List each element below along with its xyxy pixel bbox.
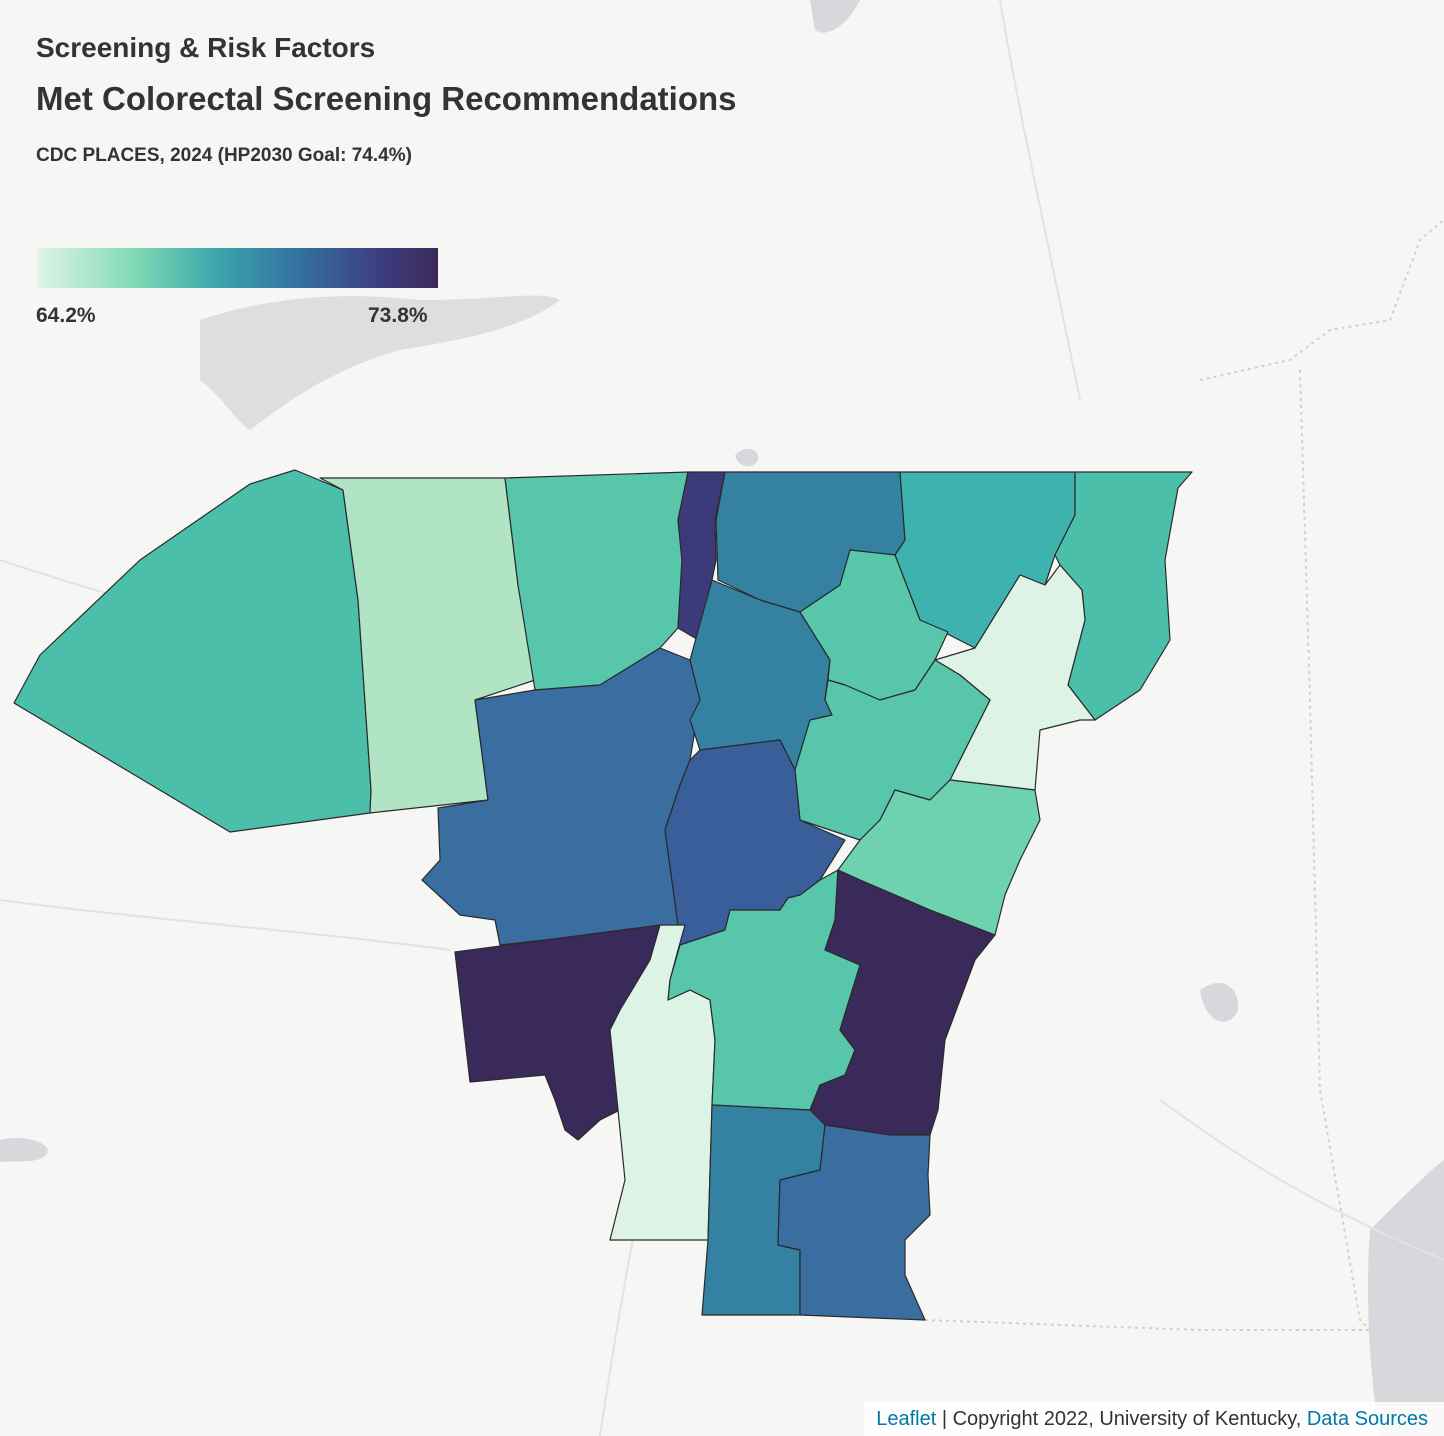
county-southeast-blue[interactable]: [777, 1124, 931, 1321]
legend-min-label: 64.2%: [36, 304, 96, 327]
legend-color-bar: [38, 248, 438, 288]
map-subtitle: CDC PLACES, 2024 (HP2030 Goal: 74.4%): [36, 145, 412, 166]
county-layer: [13, 469, 1193, 1321]
map-title: Met Colorectal Screening Recommendations: [36, 80, 737, 117]
attribution-copyright: Copyright 2022, University of Kentucky,: [952, 1408, 1307, 1430]
data-sources-link[interactable]: Data Sources: [1306, 1408, 1428, 1430]
legend-max-label: 73.8%: [368, 304, 428, 327]
section-title: Screening & Risk Factors: [36, 32, 376, 63]
county-far-west[interactable]: [13, 469, 372, 833]
attribution-separator: |: [936, 1408, 953, 1430]
state-boundaries: [924, 219, 1444, 1331]
leaflet-link[interactable]: Leaflet: [876, 1408, 937, 1430]
map-attribution: Leaflet | Copyright 2022, University of …: [864, 1402, 1444, 1436]
